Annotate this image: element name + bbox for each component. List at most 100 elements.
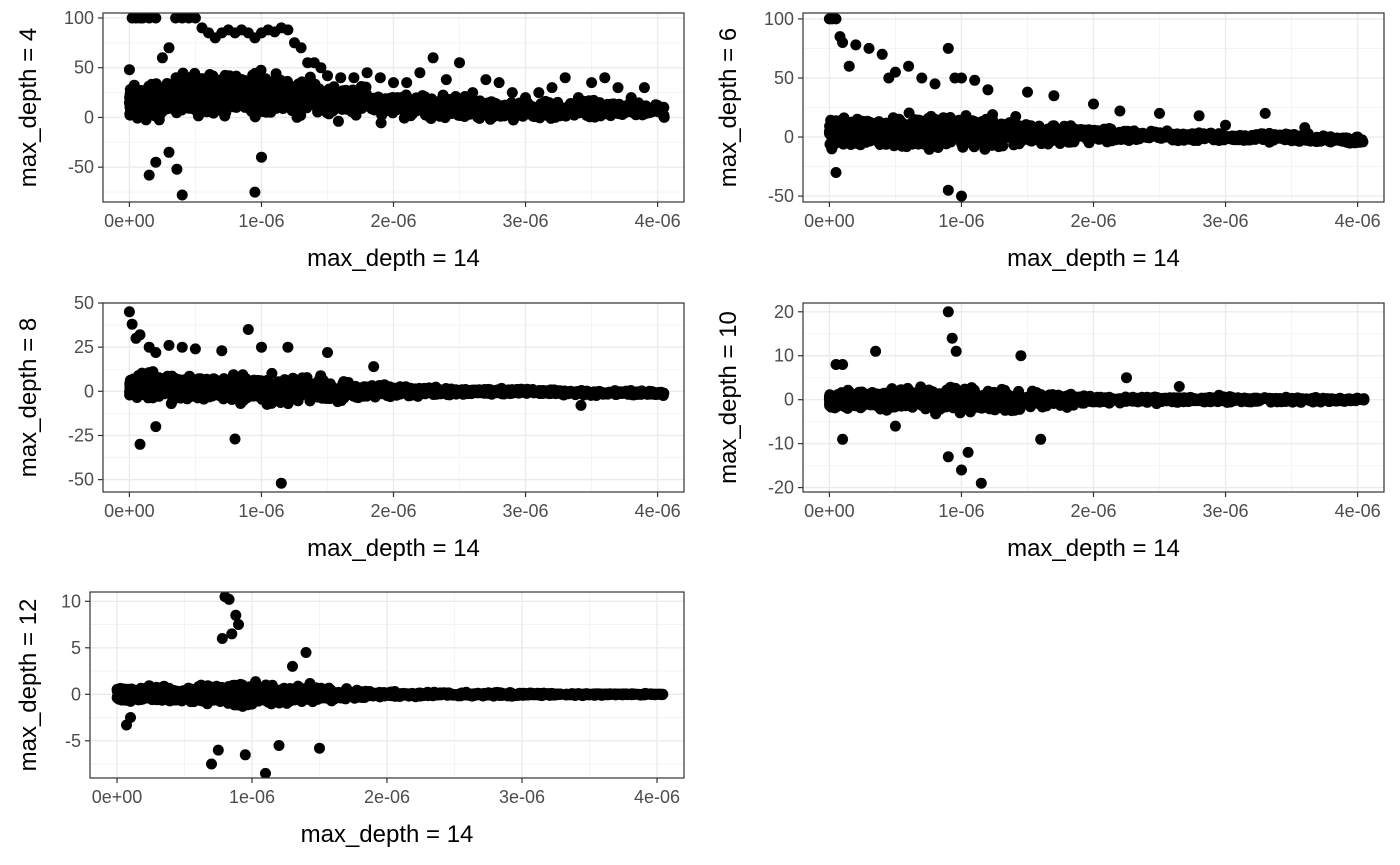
data-point xyxy=(863,42,875,54)
data-point xyxy=(1257,134,1269,145)
data-point xyxy=(845,139,857,150)
data-point xyxy=(361,67,373,79)
data-point xyxy=(1095,125,1107,137)
x-tick-label: 3e-06 xyxy=(503,501,549,521)
data-point xyxy=(333,390,345,402)
data-point xyxy=(408,97,420,109)
data-point xyxy=(196,73,208,85)
data-point xyxy=(256,341,267,353)
data-point xyxy=(632,102,644,114)
data-point xyxy=(956,138,968,150)
y-tick-label: 50 xyxy=(774,68,794,88)
data-point xyxy=(282,24,294,36)
data-point xyxy=(1330,133,1342,145)
data-point xyxy=(239,101,251,113)
data-point xyxy=(347,95,359,107)
data-point xyxy=(388,77,399,89)
data-point xyxy=(600,388,612,399)
data-point xyxy=(348,72,360,84)
data-point xyxy=(373,380,385,391)
data-point xyxy=(989,129,1001,141)
x-tick-label: 1e-06 xyxy=(238,211,284,231)
data-point xyxy=(889,66,901,78)
data-point xyxy=(152,100,164,112)
data-point xyxy=(507,114,519,126)
x-axis-title: max_depth = 14 xyxy=(307,245,480,272)
data-point xyxy=(401,77,413,89)
data-point xyxy=(482,383,494,395)
data-point xyxy=(206,91,218,103)
data-point xyxy=(551,106,563,118)
y-axis-title: max_depth = 4 xyxy=(15,28,42,187)
x-tick-label: 1e-06 xyxy=(938,211,984,231)
data-point xyxy=(1202,131,1214,143)
data-point xyxy=(224,70,236,82)
data-point xyxy=(568,386,580,398)
data-point xyxy=(987,109,999,121)
data-point xyxy=(256,151,267,163)
data-point xyxy=(309,96,320,108)
data-point xyxy=(220,106,232,118)
data-point xyxy=(180,387,192,399)
data-point xyxy=(559,385,571,397)
data-point xyxy=(261,98,273,110)
data-point xyxy=(218,82,230,94)
data-point xyxy=(828,129,840,140)
data-point xyxy=(337,378,349,390)
data-point xyxy=(282,398,294,410)
data-point xyxy=(476,97,488,109)
data-point xyxy=(1193,110,1205,122)
points-layer xyxy=(123,13,670,201)
data-point xyxy=(231,383,243,395)
data-point xyxy=(559,72,571,84)
data-point xyxy=(202,381,214,393)
data-point xyxy=(1134,132,1146,144)
x-tick-label: 2e-06 xyxy=(1070,211,1116,231)
data-point xyxy=(217,382,229,394)
data-point xyxy=(165,90,177,102)
data-point xyxy=(166,102,178,114)
data-point xyxy=(1011,123,1023,135)
data-point xyxy=(454,57,465,69)
data-point xyxy=(346,106,358,118)
data-point xyxy=(281,81,293,93)
data-point xyxy=(142,92,154,104)
data-point xyxy=(417,90,428,102)
data-point xyxy=(400,106,412,118)
data-point xyxy=(445,383,457,395)
data-point xyxy=(877,128,889,140)
x-tick-label: 0e+00 xyxy=(104,211,155,231)
data-point xyxy=(929,78,941,90)
data-point xyxy=(384,391,396,403)
data-point xyxy=(374,72,386,84)
x-tick-label: 0e+00 xyxy=(804,211,855,231)
panel-2: 0e+00 1e-06 2e-06 3e-06 4e-06-50050100max_de… xyxy=(715,9,1385,272)
data-point xyxy=(363,95,374,107)
data-point xyxy=(506,87,518,99)
data-point xyxy=(399,92,411,104)
data-point xyxy=(1212,129,1224,141)
data-point xyxy=(308,87,320,99)
data-point xyxy=(615,104,627,116)
data-point xyxy=(134,438,146,450)
data-point xyxy=(876,48,888,60)
data-point xyxy=(572,92,584,104)
x-tick-label: 3e-06 xyxy=(1203,211,1249,231)
data-point xyxy=(839,121,851,133)
data-point xyxy=(932,114,944,126)
data-point xyxy=(439,112,451,124)
y-tick-label: -50 xyxy=(768,186,794,206)
points-layer xyxy=(823,13,1369,202)
data-point xyxy=(1114,105,1126,117)
data-point xyxy=(257,386,269,398)
data-point xyxy=(625,92,637,104)
data-point xyxy=(546,82,558,94)
data-point xyxy=(373,97,385,108)
data-point xyxy=(419,102,431,114)
data-point xyxy=(956,190,967,202)
data-point xyxy=(344,388,356,400)
data-point xyxy=(163,339,175,351)
data-point xyxy=(173,374,185,386)
data-point xyxy=(134,329,146,341)
panel-1: 0e+00 1e-06 2e-06 3e-06 4e-06-50050100max_de… xyxy=(15,8,685,272)
